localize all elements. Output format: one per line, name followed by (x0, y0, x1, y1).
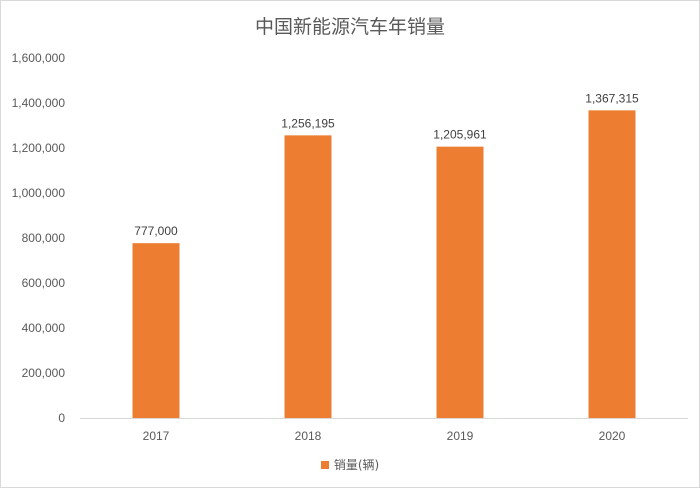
legend-label: 销量(辆) (333, 458, 380, 472)
x-tick-label: 2019 (447, 429, 474, 443)
bar (588, 110, 636, 418)
y-tick-label: 1,600,000 (12, 51, 66, 65)
legend-swatch (320, 460, 329, 469)
y-tick-label: 0 (58, 411, 65, 425)
y-tick-label: 1,000,000 (12, 186, 66, 200)
y-tick-label: 400,000 (22, 321, 66, 335)
data-label: 777,000 (134, 224, 178, 238)
y-tick-label: 200,000 (22, 366, 66, 380)
bar (284, 135, 332, 418)
y-tick-label: 1,400,000 (12, 96, 66, 110)
chart-title: 中国新能源汽车年销量 (254, 16, 445, 38)
y-tick-label: 1,200,000 (12, 141, 66, 155)
y-tick-label: 800,000 (22, 231, 66, 245)
x-tick-label: 2020 (599, 429, 626, 443)
data-label: 1,205,961 (433, 128, 487, 142)
y-tick-label: 600,000 (22, 276, 66, 290)
legend: 销量(辆) (0, 456, 700, 473)
bar (436, 146, 484, 419)
data-label: 1,367,315 (585, 91, 639, 105)
data-label: 1,256,195 (281, 116, 335, 130)
bar (132, 243, 180, 418)
x-tick-label: 2018 (295, 429, 322, 443)
x-tick-label: 2017 (143, 429, 170, 443)
